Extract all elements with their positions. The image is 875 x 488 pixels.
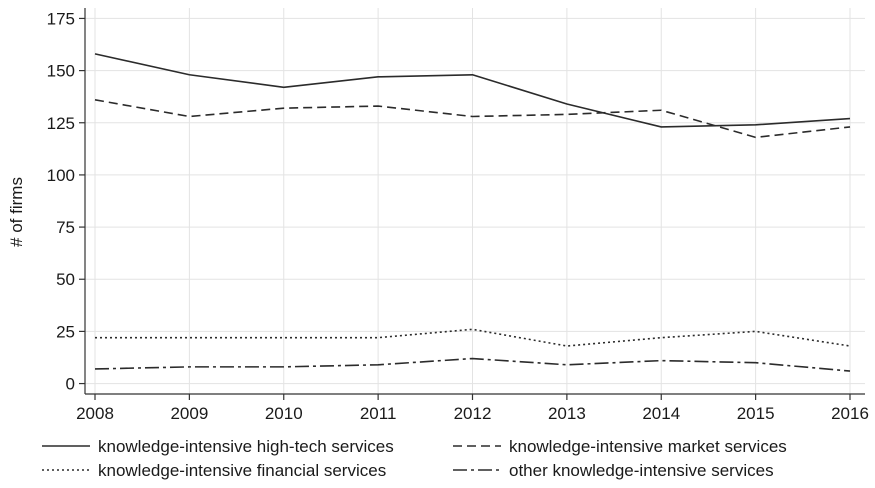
legend-item-2: knowledge-intensive market services — [453, 437, 787, 456]
axes: 0 25 50 75 100 125 150 175 2008 2009 2010 2011 2012 2… — [47, 8, 869, 423]
x-tick-label: 2012 — [454, 404, 492, 423]
legend-item-3: knowledge-intensive financial services — [42, 461, 386, 480]
x-tick-label: 2013 — [548, 404, 586, 423]
series-line-4 — [94, 357, 851, 372]
x-tick-label: 2014 — [642, 404, 680, 423]
x-tick-label: 2008 — [76, 404, 114, 423]
y-tick-label: 50 — [56, 270, 75, 289]
x-tick-label: 2009 — [170, 404, 208, 423]
series-line-1 — [94, 53, 851, 128]
y-tick-label: 125 — [47, 114, 75, 133]
legend-label: knowledge-intensive market services — [509, 437, 787, 456]
x-tick-label: 2010 — [265, 404, 303, 423]
y-tick-label: 25 — [56, 322, 75, 341]
legend: knowledge-intensive high-tech services kn… — [42, 437, 787, 480]
x-tick-label: 2015 — [737, 404, 775, 423]
y-tick-label: 75 — [56, 218, 75, 237]
legend-label: knowledge-intensive financial services — [98, 461, 386, 480]
x-tick-label: 2016 — [831, 404, 869, 423]
series-lines — [94, 53, 851, 372]
legend-item-1: knowledge-intensive high-tech services — [42, 437, 394, 456]
legend-label: knowledge-intensive high-tech services — [98, 437, 394, 456]
legend-label: other knowledge-intensive services — [509, 461, 774, 480]
series-line-2 — [94, 99, 851, 139]
gridlines — [85, 8, 865, 394]
y-tick-label: 150 — [47, 62, 75, 81]
legend-item-4: other knowledge-intensive services — [453, 461, 774, 480]
y-axis-label: # of firms — [7, 177, 26, 247]
y-tick-label: 100 — [47, 166, 75, 185]
y-tick-label: 0 — [66, 375, 75, 394]
x-tick-label: 2011 — [360, 404, 397, 423]
series-line-3 — [95, 328, 851, 347]
y-tick-label: 175 — [47, 9, 75, 28]
